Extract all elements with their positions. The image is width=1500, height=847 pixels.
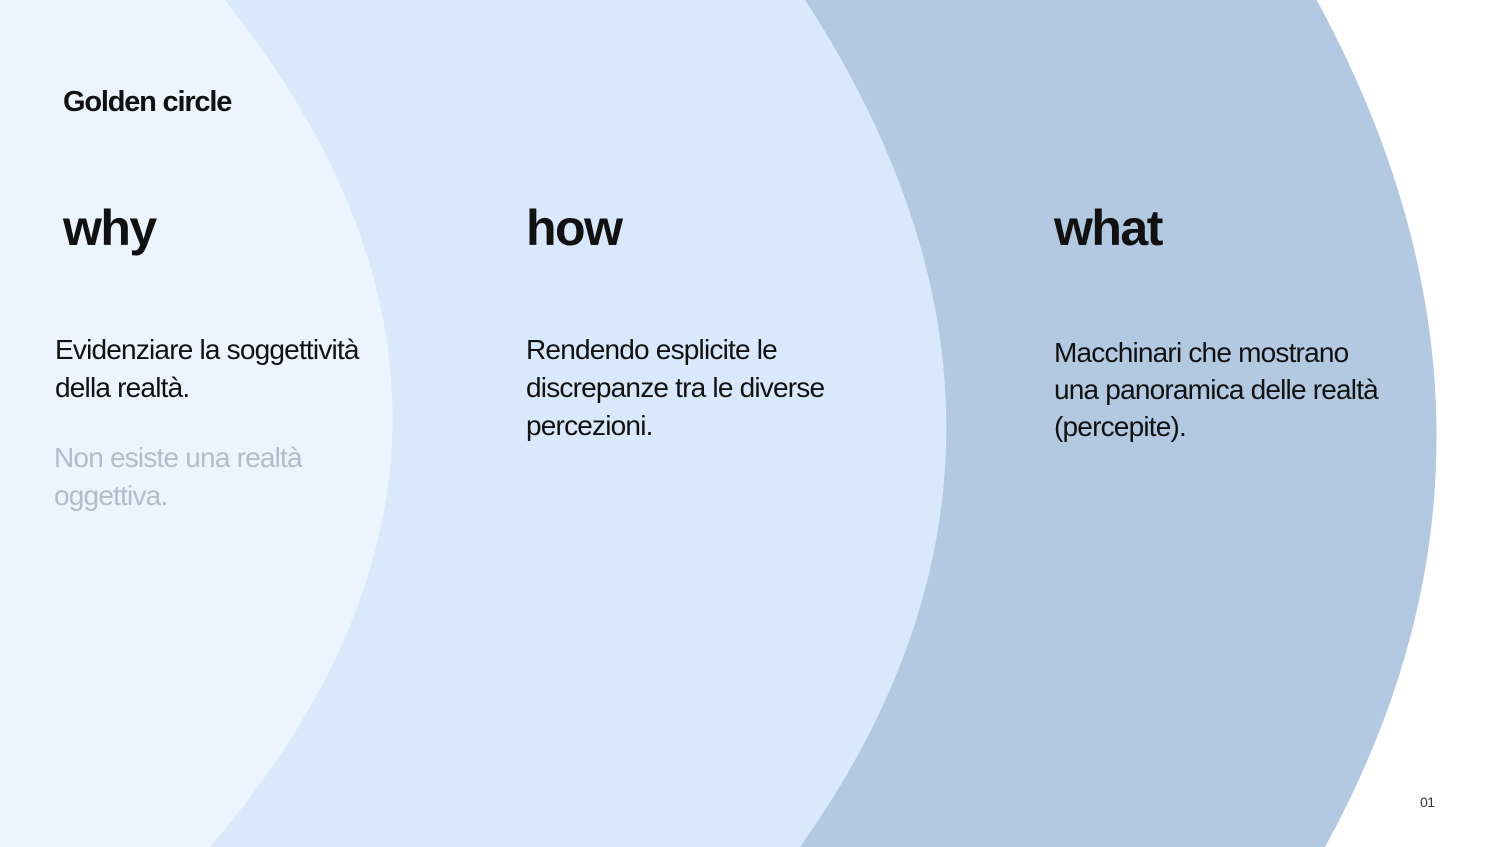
what-text: Macchinari che mostrano una panoramica d…	[1054, 337, 1379, 442]
why-text: Evidenziare la soggettività della realtà…	[55, 334, 360, 403]
why-heading: why	[63, 200, 157, 256]
page-number: 01	[1420, 794, 1435, 810]
why-circle	[0, 0, 393, 847]
how-heading: how	[526, 200, 623, 256]
slide-title: Golden circle	[63, 86, 232, 118]
why-secondary-text: Non esiste una realtà oggettiva.	[54, 442, 303, 511]
what-heading: what	[1054, 200, 1163, 256]
how-text: Rendendo esplicite le discrepanze tra le…	[526, 334, 825, 441]
